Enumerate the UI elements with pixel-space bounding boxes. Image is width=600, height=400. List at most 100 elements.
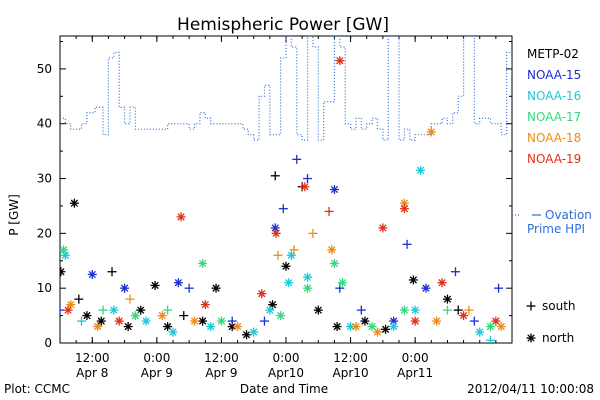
x-tick-label-date: Apr 9 bbox=[141, 366, 173, 380]
data-point-noaa-16 bbox=[410, 305, 420, 315]
data-point-metp-02 bbox=[381, 324, 391, 334]
data-point-noaa-15 bbox=[494, 283, 504, 293]
data-point-noaa-18 bbox=[308, 228, 318, 238]
data-point-noaa-16 bbox=[303, 272, 313, 282]
x-tick-label-time: 12:00 bbox=[204, 351, 239, 365]
data-point-noaa-17 bbox=[303, 283, 313, 293]
legend-entry: NOAA-18 bbox=[527, 131, 581, 145]
data-point-noaa-16 bbox=[389, 322, 399, 332]
data-point-noaa-16 bbox=[284, 278, 294, 288]
data-point-noaa-17 bbox=[367, 322, 377, 332]
x-tick-label-time: 12:00 bbox=[333, 351, 368, 365]
data-point-noaa-17 bbox=[198, 259, 208, 269]
x-tick-label-time: 0:00 bbox=[273, 351, 300, 365]
ovation-line bbox=[60, 36, 512, 141]
data-point-noaa-16 bbox=[206, 322, 216, 332]
data-point-noaa-19 bbox=[410, 316, 420, 326]
data-point-noaa-18 bbox=[432, 316, 442, 326]
data-point-noaa-15 bbox=[259, 316, 269, 326]
data-point-metp-02 bbox=[408, 275, 418, 285]
data-point-noaa-15 bbox=[451, 267, 460, 277]
x-tick-label-date: Apr 8 bbox=[76, 366, 108, 380]
data-point-noaa-19 bbox=[335, 56, 345, 66]
data-point-noaa-17 bbox=[60, 245, 69, 255]
data-point-noaa-17 bbox=[485, 322, 495, 332]
y-axis-label: P [GW] bbox=[7, 194, 21, 236]
data-point-noaa-18 bbox=[125, 294, 135, 304]
data-point-metp-02 bbox=[270, 171, 280, 181]
data-point-noaa-17 bbox=[442, 305, 452, 315]
data-point-noaa-16 bbox=[346, 322, 356, 332]
data-point-noaa-19 bbox=[300, 182, 310, 192]
data-point-noaa-16 bbox=[475, 327, 485, 337]
data-point-noaa-19 bbox=[324, 206, 334, 216]
legend-entry: METP-02 bbox=[527, 47, 579, 61]
data-point-noaa-15 bbox=[173, 278, 183, 288]
data-point-noaa-16 bbox=[249, 327, 259, 337]
data-point-noaa-18 bbox=[372, 327, 382, 337]
x-axis-label: Date and Time bbox=[240, 382, 328, 396]
legend: METP-02 NOAA-15 NOAA-16 NOAA-17 NOAA-18 NOAA-… bbox=[527, 47, 581, 166]
data-point-noaa-18 bbox=[464, 305, 474, 315]
legend-entry: NOAA-19 bbox=[527, 152, 581, 166]
data-point-noaa-17 bbox=[338, 278, 347, 288]
data-point-metp-02 bbox=[60, 267, 66, 277]
data-point-noaa-19 bbox=[459, 311, 469, 321]
data-point-noaa-18 bbox=[327, 245, 337, 255]
data-point-noaa-17 bbox=[399, 305, 409, 315]
data-point-noaa-18 bbox=[190, 316, 200, 326]
legend-entry: NOAA-16 bbox=[527, 89, 581, 103]
data-point-noaa-17 bbox=[329, 259, 339, 269]
data-point-noaa-19 bbox=[200, 300, 210, 310]
data-point-noaa-17 bbox=[216, 316, 226, 326]
data-point-metp-02 bbox=[281, 261, 291, 271]
footer-timestamp: 2012/04/11 10:00:08 bbox=[467, 382, 594, 396]
data-point-noaa-18 bbox=[157, 311, 167, 321]
data-point-noaa-15 bbox=[421, 283, 431, 293]
data-point-metp-02 bbox=[123, 322, 133, 332]
data-point-metp-02 bbox=[74, 294, 84, 304]
marker-key-south: south bbox=[542, 299, 576, 313]
marker-key-plus bbox=[526, 301, 536, 311]
x-tick-label-date: Apr11 bbox=[397, 366, 433, 380]
data-point-noaa-19 bbox=[378, 223, 388, 233]
legend-entry: NOAA-17 bbox=[527, 110, 581, 124]
data-point-noaa-19 bbox=[257, 289, 267, 299]
data-point-noaa-15 bbox=[469, 316, 479, 326]
data-point-metp-02 bbox=[136, 305, 146, 315]
x-tick-label-time: 0:00 bbox=[402, 351, 429, 365]
data-point-noaa-16 bbox=[168, 327, 178, 337]
ovation-label-line2: Prime HPI bbox=[527, 222, 585, 236]
data-point-metp-02 bbox=[453, 305, 463, 315]
data-point-noaa-16 bbox=[265, 305, 275, 315]
data-point-noaa-17 bbox=[98, 305, 108, 315]
data-point-metp-02 bbox=[198, 316, 208, 326]
data-point-noaa-19 bbox=[437, 278, 447, 288]
data-layer bbox=[60, 36, 512, 343]
y-tick-label: 0 bbox=[44, 336, 52, 350]
data-point-metp-02 bbox=[82, 311, 92, 321]
data-point-noaa-18 bbox=[351, 322, 361, 332]
data-point-noaa-17 bbox=[276, 311, 286, 321]
x-tick-label-date: Apr10 bbox=[333, 366, 369, 380]
data-point-noaa-16 bbox=[109, 305, 119, 315]
x-tick-label-date: Apr 9 bbox=[205, 366, 237, 380]
data-point-noaa-19 bbox=[399, 204, 409, 214]
plot-frame bbox=[59, 35, 513, 344]
data-point-noaa-18 bbox=[289, 245, 299, 255]
data-point-metp-02 bbox=[179, 311, 189, 321]
footer-left: Plot: CCMC bbox=[4, 382, 70, 396]
data-point-metp-02 bbox=[96, 316, 106, 326]
legend-entry: NOAA-15 bbox=[527, 68, 581, 82]
data-point-noaa-15 bbox=[292, 154, 302, 164]
data-point-noaa-15 bbox=[120, 283, 130, 293]
data-point-noaa-16 bbox=[485, 335, 495, 343]
data-point-metp-02 bbox=[69, 198, 79, 208]
data-point-noaa-15 bbox=[278, 204, 288, 214]
y-tick-label: 40 bbox=[37, 117, 52, 131]
data-point-noaa-17 bbox=[130, 311, 140, 321]
data-point-noaa-15 bbox=[184, 283, 194, 293]
